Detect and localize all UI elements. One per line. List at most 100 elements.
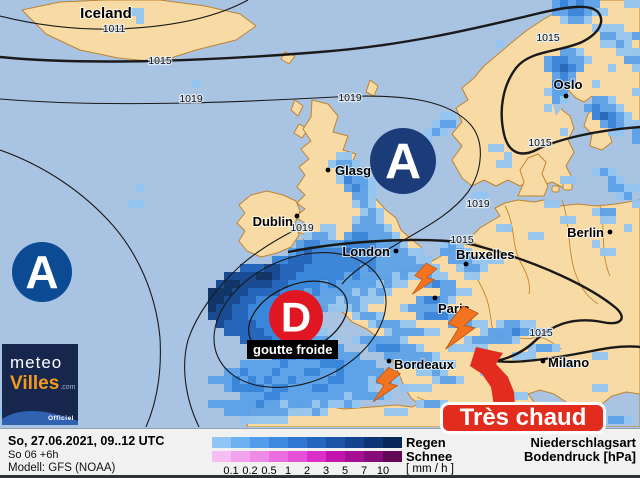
precip-cell: [320, 296, 328, 304]
precip-cell: [432, 328, 440, 336]
precip-cell: [456, 288, 464, 296]
precip-cell: [240, 368, 248, 376]
precip-cell: [320, 392, 328, 400]
precip-cell: [624, 56, 632, 64]
precip-cell: [248, 288, 256, 296]
precip-cell: [600, 216, 608, 224]
city-label-bordeaux: Bordeaux: [394, 357, 455, 372]
precip-cell: [352, 376, 360, 384]
precip-cell: [432, 352, 440, 360]
precip-cell: [432, 360, 440, 368]
precip-cell: [592, 96, 600, 104]
precip-cell: [272, 400, 280, 408]
precip-cell: [576, 8, 584, 16]
precip-cell: [424, 400, 432, 408]
precip-cell: [224, 304, 232, 312]
precip-cell: [608, 168, 616, 176]
isobar-value-label: 1015: [450, 234, 474, 246]
rain-scale-segment: [231, 437, 250, 448]
precip-cell: [336, 160, 344, 168]
precip-cell: [248, 328, 256, 336]
precip-cell: [600, 208, 608, 216]
precip-cell: [592, 8, 600, 16]
precip-cell: [416, 344, 424, 352]
precip-cell: [336, 360, 344, 368]
precip-cell: [416, 248, 424, 256]
scale-tick-label: 7: [360, 465, 368, 477]
precip-cell: [592, 240, 600, 248]
precip-cell: [592, 208, 600, 216]
precip-cell: [272, 360, 280, 368]
precip-cell: [360, 168, 368, 176]
precip-cell: [312, 240, 320, 248]
precip-cell: [568, 72, 576, 80]
precip-cell: [312, 288, 320, 296]
precip-cell: [584, 8, 592, 16]
precip-cell: [616, 32, 624, 40]
precip-cell: [400, 280, 408, 288]
precip-cell: [496, 328, 504, 336]
precip-cell: [224, 288, 232, 296]
precip-cell: [352, 368, 360, 376]
precip-cell: [384, 256, 392, 264]
city-dot-dublin: [294, 213, 300, 219]
precip-cell: [552, 80, 560, 88]
precip-cell: [240, 336, 248, 344]
precip-cell: [296, 384, 304, 392]
precip-cell: [376, 256, 384, 264]
precip-cell: [256, 264, 264, 272]
precip-cell: [624, 416, 632, 424]
rain-scale-segment: [212, 437, 231, 448]
precip-cell: [240, 272, 248, 280]
precip-cell: [352, 224, 360, 232]
precip-cell: [560, 72, 568, 80]
precip-cell: [248, 320, 256, 328]
precip-cell: [280, 400, 288, 408]
precip-cell: [352, 256, 360, 264]
border-de-1: [504, 205, 530, 295]
precip-cell: [376, 280, 384, 288]
precip-cell: [560, 0, 568, 8]
precip-cell: [320, 256, 328, 264]
precip-cell: [384, 240, 392, 248]
precip-cell: [320, 368, 328, 376]
precip-cell: [368, 392, 376, 400]
precip-cell: [384, 344, 392, 352]
precip-cell: [624, 224, 632, 232]
isobar-value-label: 1015: [148, 55, 172, 67]
precip-cell: [360, 288, 368, 296]
precip-cell: [440, 312, 448, 320]
precip-cell: [464, 256, 472, 264]
precip-cell: [472, 272, 480, 280]
precip-cell: [288, 256, 296, 264]
precip-cell: [360, 272, 368, 280]
precip-cell: [208, 312, 216, 320]
precip-cell: [464, 272, 472, 280]
precip-cell: [248, 280, 256, 288]
precip-cell: [440, 288, 448, 296]
precip-cell: [384, 328, 392, 336]
precip-cell: [352, 384, 360, 392]
precip-cell: [608, 216, 616, 224]
precip-cell: [232, 296, 240, 304]
precip-cell: [608, 40, 616, 48]
precip-cell: [256, 400, 264, 408]
precip-cell: [600, 8, 608, 16]
precip-cell: [480, 192, 488, 200]
precip-cell: [584, 0, 592, 8]
city-label-milano: Milano: [548, 355, 589, 370]
precip-cell: [560, 8, 568, 16]
precip-cell: [264, 376, 272, 384]
precip-cell: [368, 376, 376, 384]
precip-cell: [224, 400, 232, 408]
precip-cell: [368, 288, 376, 296]
precip-cell: [480, 256, 488, 264]
pressure-center-d-circle: [269, 290, 323, 344]
precip-cell: [304, 288, 312, 296]
precip-cell: [400, 320, 408, 328]
precip-cell: [560, 96, 568, 104]
precip-cell: [288, 384, 296, 392]
precip-cell: [360, 208, 368, 216]
rain-color-scale: [212, 437, 402, 448]
city-label-berlin: Berlin: [567, 225, 604, 240]
